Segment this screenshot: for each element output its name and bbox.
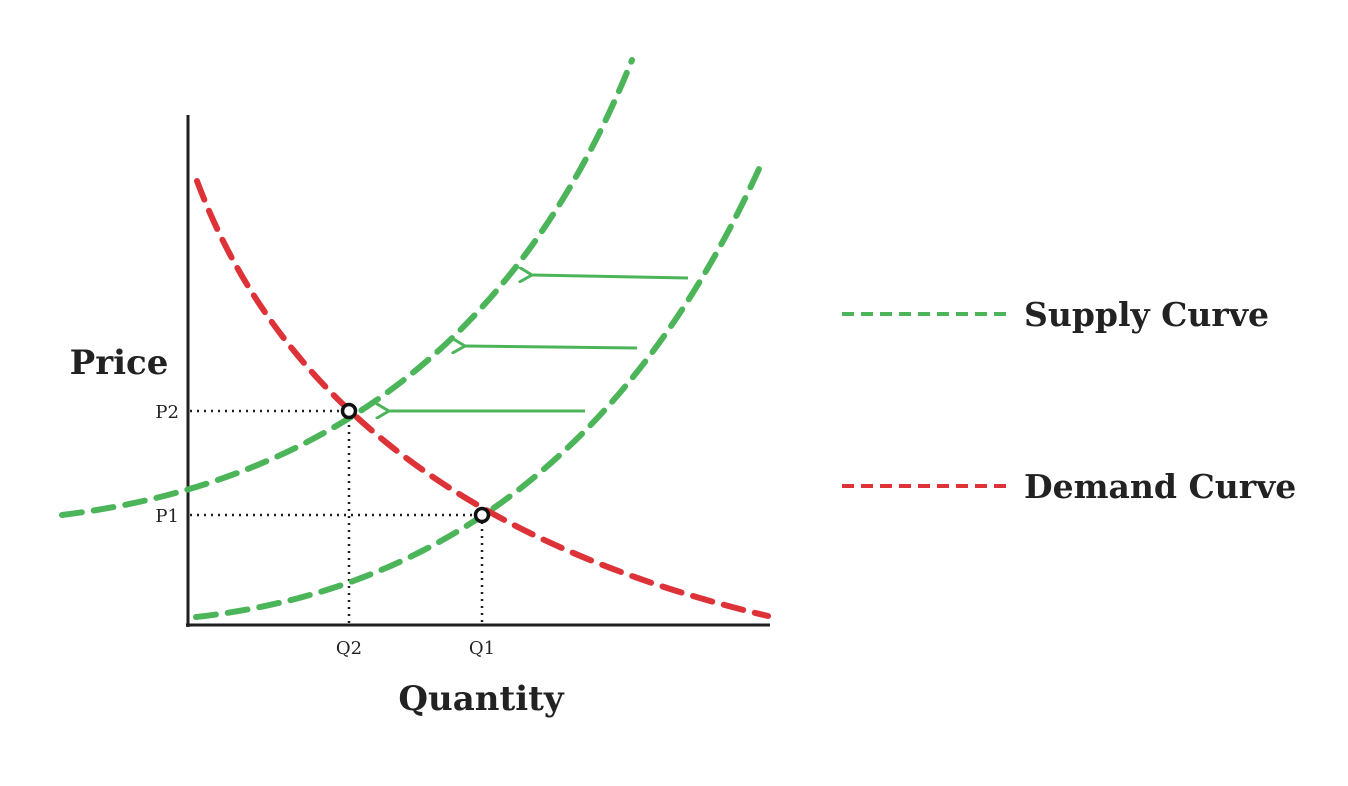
equilibrium-point-new [340,402,358,420]
legend-supply-label: Supply Curve [1024,295,1269,334]
legend-demand-label: Demand Curve [1024,467,1296,506]
y-axis-title: Price [70,343,169,383]
equilibrium-point-original [473,506,491,524]
shift-arrow-middle [465,346,638,348]
supply-curve-shifted [59,57,635,518]
quantity-level-q2: Q2 [336,638,362,659]
price-level-p2: P2 [155,402,179,423]
x-axis-title: Quantity [398,679,564,719]
shift-arrow-top [532,275,689,278]
supply-curve-original [193,157,766,620]
quantity-level-q1: Q1 [469,638,495,659]
legend: Supply Curve Demand Curve [842,295,1296,506]
demand-curve [194,178,771,619]
price-level-p1: P1 [155,506,179,527]
